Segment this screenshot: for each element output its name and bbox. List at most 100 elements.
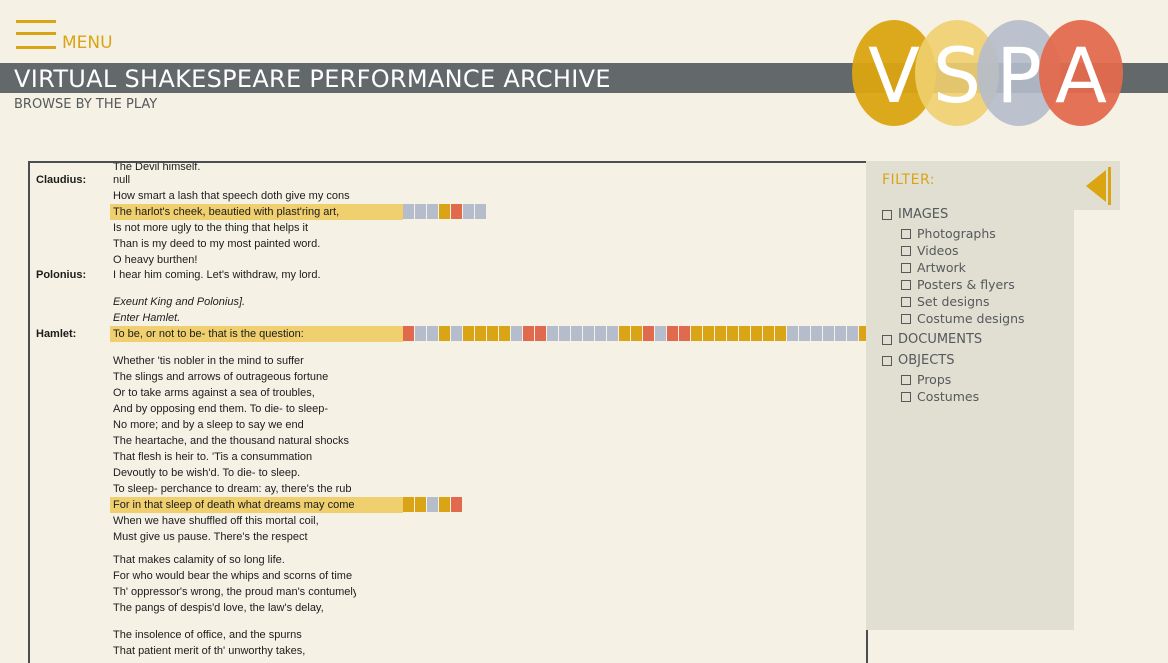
media-marker[interactable] [607,326,618,341]
collapse-filter-button[interactable] [1084,165,1114,207]
media-marker[interactable] [559,326,570,341]
media-marker[interactable] [535,326,546,341]
media-marker[interactable] [547,326,558,341]
script-line: The pangs of despis'd love, the law's de… [113,602,324,614]
media-marker[interactable] [739,326,750,341]
highlighted-script-line[interactable]: The harlot's cheek, beautied with plast'… [110,204,403,220]
script-line: How smart a lash that speech doth give m… [113,190,350,202]
filter-posters[interactable]: Posters & flyers [901,277,1015,292]
vspa-logo[interactable]: V S P A [850,18,1126,128]
media-marker[interactable] [463,326,474,341]
filter-videos[interactable]: Videos [901,243,959,258]
media-marker[interactable] [439,204,450,219]
filter-set-designs[interactable]: Set designs [901,294,989,309]
media-marker[interactable] [799,326,810,341]
media-markers [403,326,866,341]
media-marker[interactable] [451,204,462,219]
script-line: The slings and arrows of outrageous fort… [113,371,329,383]
filter-costumes[interactable]: Costumes [901,389,979,404]
checkbox-icon[interactable] [901,374,911,385]
media-marker[interactable] [763,326,774,341]
media-marker[interactable] [463,204,474,219]
media-marker[interactable] [823,326,834,341]
checkbox-icon[interactable] [901,296,911,307]
media-marker[interactable] [487,326,498,341]
media-marker[interactable] [751,326,762,341]
checkbox-icon[interactable] [882,355,892,366]
menu-button[interactable]: MENU [16,20,113,52]
media-marker[interactable] [667,326,678,341]
media-marker[interactable] [859,326,866,341]
media-marker[interactable] [511,326,522,341]
checkbox-icon[interactable] [882,334,892,345]
media-marker[interactable] [427,497,438,512]
media-marker[interactable] [679,326,690,341]
media-marker[interactable] [631,326,642,341]
media-marker[interactable] [403,204,414,219]
media-marker[interactable] [583,326,594,341]
media-marker[interactable] [847,326,858,341]
media-marker[interactable] [439,497,450,512]
filter-artwork[interactable]: Artwork [901,260,966,275]
script-line: Is not more ugly to the thing that helps… [113,222,309,234]
script-line: Whether 'tis nobler in the mind to suffe… [113,355,304,367]
media-marker[interactable] [451,326,462,341]
script-line: No more; and by a sleep to say we end [113,419,304,431]
speaker-label: Claudius: [36,174,87,186]
media-marker[interactable] [415,497,426,512]
checkbox-icon[interactable] [882,209,892,220]
media-marker[interactable] [595,326,606,341]
media-marker[interactable] [499,326,510,341]
media-marker[interactable] [451,497,462,512]
media-marker[interactable] [655,326,666,341]
script-line: Devoutly to be wish'd. To die- to sleep. [113,467,301,479]
media-marker[interactable] [415,204,426,219]
media-marker[interactable] [475,326,486,341]
media-marker[interactable] [727,326,738,341]
media-markers [403,204,487,219]
media-marker[interactable] [427,326,438,341]
media-marker[interactable] [811,326,822,341]
media-marker[interactable] [403,326,414,341]
filter-images[interactable]: IMAGES [882,207,948,222]
checkbox-icon[interactable] [901,228,911,239]
media-marker[interactable] [523,326,534,341]
script-line: The insolence of office, and the spurns [113,629,302,641]
media-marker[interactable] [703,326,714,341]
media-marker[interactable] [403,497,414,512]
triangle-left-icon [1086,167,1111,205]
media-marker[interactable] [787,326,798,341]
filter-photographs[interactable]: Photographs [901,226,996,241]
highlighted-script-line[interactable]: To be, or not to be- that is the questio… [110,326,403,342]
filter-objects[interactable]: OBJECTS [882,353,954,368]
checkbox-icon[interactable] [901,245,911,256]
media-marker[interactable] [643,326,654,341]
media-marker[interactable] [691,326,702,341]
filter-posters-label: Posters & flyers [917,277,1015,292]
logo-letter-a: A [1055,31,1107,120]
media-marker[interactable] [415,326,426,341]
script-line: The Devil himself. [113,161,201,173]
checkbox-icon[interactable] [901,313,911,324]
media-marker[interactable] [475,204,486,219]
checkbox-icon[interactable] [901,279,911,290]
media-marker[interactable] [571,326,582,341]
page-subtitle: BROWSE BY THE PLAY [14,97,158,112]
filter-set-designs-label: Set designs [917,294,990,309]
media-marker[interactable] [775,326,786,341]
menu-label: MENU [62,33,113,53]
media-marker[interactable] [715,326,726,341]
filter-documents[interactable]: DOCUMENTS [882,332,982,347]
checkbox-icon[interactable] [901,262,911,273]
speaker-label: Hamlet: [36,328,77,340]
hamburger-icon [16,20,56,52]
highlighted-script-line[interactable]: For in that sleep of death what dreams m… [110,497,403,513]
filter-props[interactable]: Props [901,372,951,387]
checkbox-icon[interactable] [901,391,911,402]
media-marker[interactable] [439,326,450,341]
filter-costume-designs[interactable]: Costume designs [901,311,1025,326]
media-marker[interactable] [619,326,630,341]
media-marker[interactable] [427,204,438,219]
media-marker[interactable] [835,326,846,341]
script-text-panel[interactable]: The Devil himself. Claudius: null How smart… [28,161,868,663]
